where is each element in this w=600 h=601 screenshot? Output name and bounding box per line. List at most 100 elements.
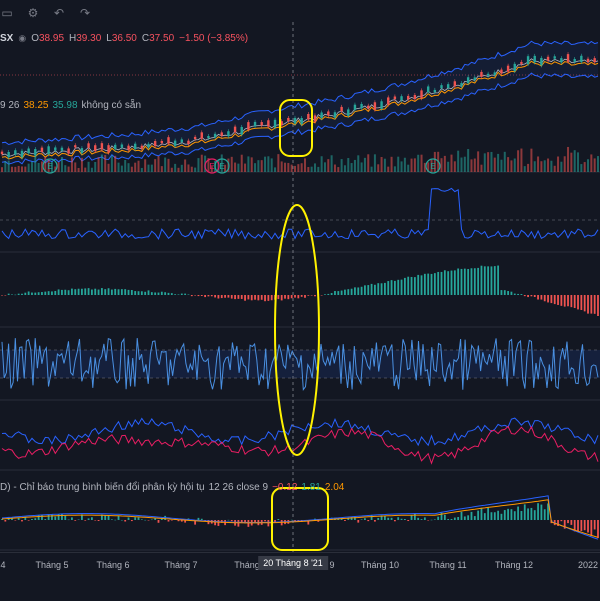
candle-body: [0, 151, 4, 155]
macd-histogram-bar: [547, 503, 549, 520]
histogram-bar: [427, 273, 430, 295]
histogram-bar: [513, 293, 516, 295]
earnings-marker: [425, 158, 441, 174]
x-tick: Tháng 12: [494, 560, 534, 570]
histogram-bar: [410, 276, 413, 295]
macd-histogram-bar: [523, 504, 526, 520]
histogram-bar: [304, 295, 306, 298]
volume-bar: [310, 166, 313, 172]
candle-body: [107, 145, 110, 153]
volume-bar: [7, 160, 10, 172]
macd-histogram-bar: [307, 520, 310, 525]
histogram-bar: [590, 295, 593, 314]
x-tick: Tháng 11: [429, 560, 467, 570]
histogram-bar: [573, 295, 576, 309]
candle-body: [367, 105, 370, 109]
histogram-bar: [124, 289, 127, 295]
ma-params[interactable]: 9 26: [0, 100, 20, 111]
macd-histogram-bar: [217, 520, 220, 526]
volume-bar: [557, 156, 560, 172]
volume-bar: [407, 164, 410, 172]
volume-bar: [483, 153, 486, 172]
macd-histogram-bar: [597, 520, 599, 539]
macd-histogram-bar: [167, 520, 170, 522]
volume-bar: [303, 158, 306, 172]
candle-body: [180, 139, 183, 143]
histogram-bar: [140, 291, 143, 295]
volume-bar: [24, 166, 27, 172]
macd-histogram-bar: [377, 517, 380, 520]
candle-body: [533, 55, 536, 63]
volume-bar: [70, 157, 73, 172]
macd-histogram-bar: [290, 519, 293, 521]
volume-bar: [313, 163, 316, 172]
eye-icon[interactable]: ◉: [18, 33, 27, 43]
volume-bar: [44, 157, 47, 172]
volume-bar: [460, 157, 463, 172]
candle-body: [80, 148, 84, 154]
histogram-bar: [194, 295, 197, 296]
candle-body: [353, 104, 357, 110]
histogram-bar: [430, 273, 433, 295]
histogram-bar: [180, 293, 183, 295]
x-tick: Tháng 7: [164, 560, 198, 570]
redo-icon[interactable]: ↷: [79, 6, 91, 20]
histogram-bar: [130, 290, 133, 295]
macd-histogram-bar: [560, 520, 563, 522]
volume-bar: [427, 162, 430, 172]
macd-line: [1, 495, 599, 540]
candle-body: [307, 113, 310, 120]
histogram-bar: [224, 295, 226, 298]
histogram-bar: [570, 295, 573, 308]
candle-body: [147, 143, 150, 148]
histogram-bar: [334, 291, 336, 295]
macd-title[interactable]: D) - Chỉ báo trung bình biến đổi phân kỳ…: [0, 482, 205, 493]
volume-bar: [37, 162, 40, 172]
histogram-bar: [497, 265, 500, 295]
macd-histogram-bar: [54, 516, 57, 520]
candle-body: [466, 77, 470, 84]
volume-bar: [104, 154, 107, 172]
histogram-bar: [54, 290, 57, 295]
volume-bar: [274, 167, 277, 172]
macd-histogram-bar: [11, 517, 13, 520]
undo-icon[interactable]: ↶: [53, 6, 65, 20]
volume-bar: [440, 158, 443, 172]
ma-value-1: 38.25: [23, 100, 49, 111]
settings-icon[interactable]: ⚙: [27, 6, 39, 20]
histogram-bar: [327, 293, 330, 295]
volume-bar: [563, 156, 566, 172]
candle-body: [520, 61, 523, 64]
histogram-bar: [397, 279, 400, 295]
macd-histogram-bar: [403, 518, 406, 520]
volume-bar: [224, 164, 227, 172]
macd-histogram-bar: [97, 520, 100, 522]
volume-bar: [237, 163, 240, 172]
histogram-bar: [437, 271, 440, 295]
histogram-bar: [14, 294, 17, 296]
x-axis[interactable]: 4 Tháng 5 Tháng 6 Tháng 7 Tháng 9 Tháng …: [0, 552, 600, 601]
volume-bar: [110, 155, 113, 172]
candle-body: [453, 81, 457, 87]
volume-bar: [157, 156, 160, 172]
macd-histogram-bar: [470, 511, 473, 520]
histogram-bar: [300, 295, 303, 297]
symbol-label[interactable]: SX: [0, 33, 14, 44]
volume-bar: [17, 165, 20, 172]
frame-icon[interactable]: ▭: [1, 6, 13, 20]
histogram-bar: [553, 295, 556, 305]
candle-body: [340, 106, 343, 112]
macd-histogram-bar: [567, 520, 569, 524]
macd-histogram-bar: [400, 518, 403, 520]
histogram-bar: [457, 268, 460, 295]
candle-body: [114, 144, 117, 150]
histogram-bar: [380, 283, 383, 295]
histogram-bar: [284, 295, 286, 299]
volume-bar: [420, 154, 423, 172]
macd-histogram-bar: [384, 515, 386, 520]
histogram-bar: [260, 295, 263, 300]
histogram-bar: [61, 289, 63, 295]
histogram-bar: [227, 295, 230, 298]
histogram-bar: [463, 268, 466, 295]
